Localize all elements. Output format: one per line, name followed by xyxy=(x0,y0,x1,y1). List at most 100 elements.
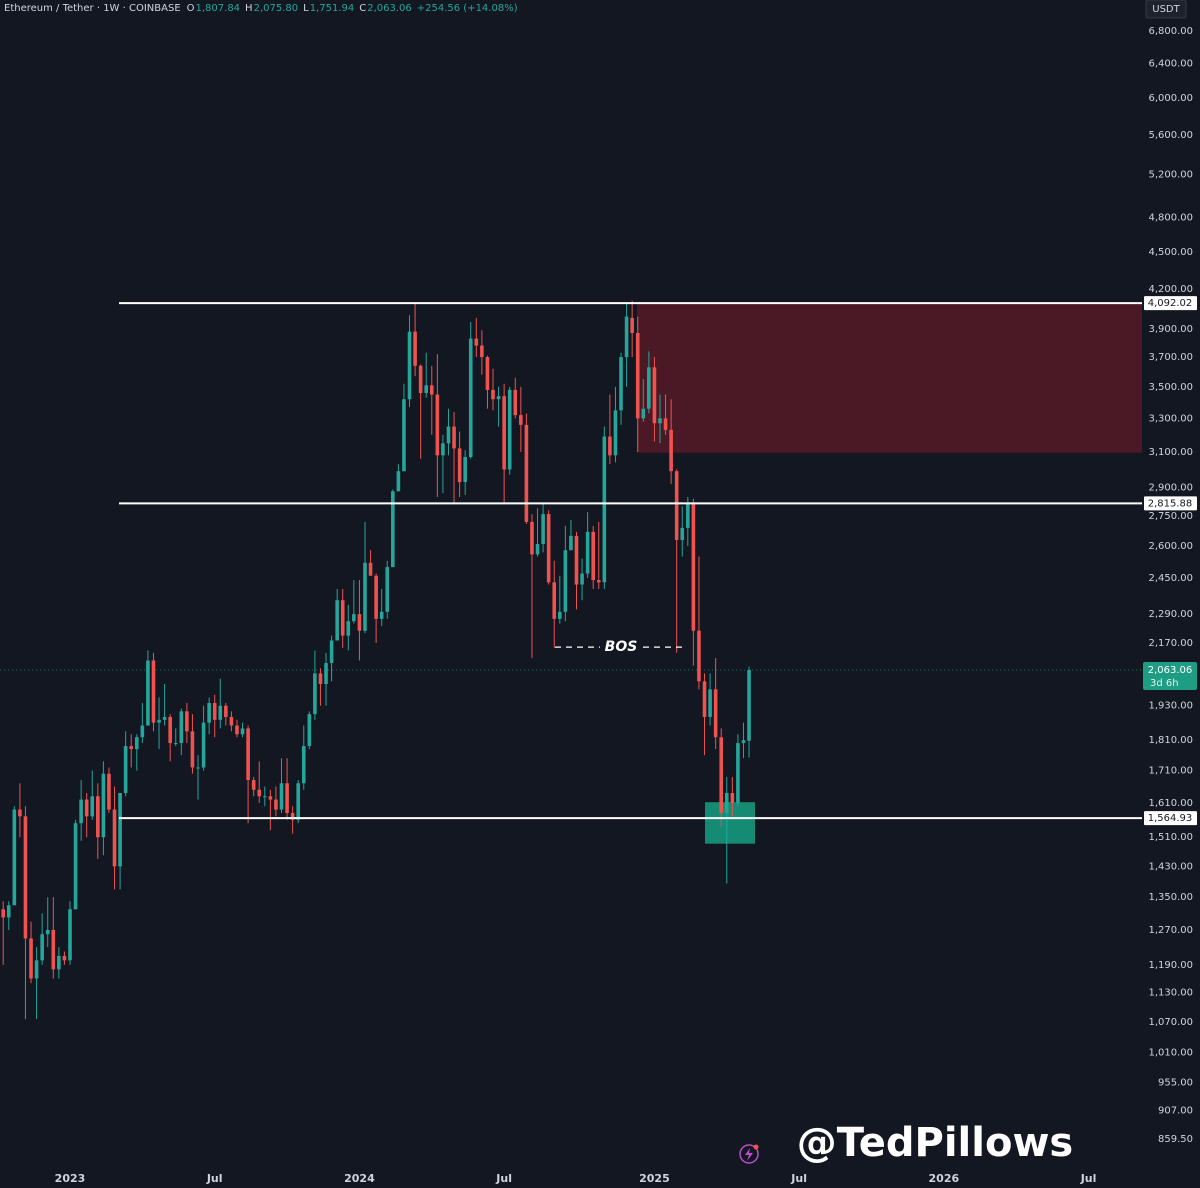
candle-body xyxy=(713,689,718,738)
y-tick-label: 2,750.00 xyxy=(1148,511,1193,522)
candle-body xyxy=(524,424,529,522)
candle-body xyxy=(502,396,506,470)
bos-label: BOS xyxy=(605,639,638,655)
candle-body xyxy=(162,716,167,720)
candle-body xyxy=(702,681,707,717)
candle-body xyxy=(307,714,312,747)
candle-body xyxy=(596,580,601,583)
candle-body xyxy=(580,573,584,585)
candle-body xyxy=(530,521,534,555)
icon-ring xyxy=(739,1144,759,1164)
candle-body xyxy=(541,514,545,545)
candle-body xyxy=(18,809,22,817)
y-tick-label: 2,900.00 xyxy=(1148,483,1193,494)
y-tick-label: 859.50 xyxy=(1158,1134,1193,1145)
y-tick-label: 4,800.00 xyxy=(1148,213,1193,224)
candle-body xyxy=(112,809,117,867)
y-tick-label: 1,190.00 xyxy=(1148,960,1193,971)
candle-body xyxy=(168,716,172,744)
candle-body xyxy=(185,711,189,732)
icon-bolt xyxy=(745,1148,753,1161)
ohlc-key: H xyxy=(245,3,253,14)
level-label: 4,092.02 xyxy=(1148,298,1193,309)
candle-body xyxy=(301,746,306,784)
candle-body xyxy=(51,929,56,970)
candle-body xyxy=(335,600,339,641)
candle-body xyxy=(619,357,623,411)
candle-body xyxy=(496,396,501,400)
candle-body xyxy=(68,909,72,961)
candle-body xyxy=(446,426,451,444)
ohlc-key: O xyxy=(187,3,195,14)
y-tick-label: 1,610.00 xyxy=(1148,798,1193,809)
last-price-label: 2,063.06 xyxy=(1148,665,1193,676)
x-tick-label: Jul xyxy=(495,1172,512,1185)
candle-body xyxy=(379,611,384,619)
level-label: 2,815.88 xyxy=(1148,498,1193,509)
candle-body xyxy=(641,408,646,419)
x-tick-label: Jul xyxy=(790,1172,807,1185)
y-tick-label: 907.00 xyxy=(1158,1105,1193,1116)
ohlc-value: 2,063.06 xyxy=(367,3,412,14)
countdown: 3d 6h xyxy=(1150,678,1179,689)
y-tick-label: 5,600.00 xyxy=(1148,130,1193,141)
candle-body xyxy=(402,399,406,472)
candle-body xyxy=(340,600,345,636)
candle-body xyxy=(268,796,273,800)
candle-body xyxy=(574,535,579,585)
candle-body xyxy=(374,575,378,619)
candle-body xyxy=(6,905,11,918)
candle-body xyxy=(468,338,473,458)
candle-body xyxy=(407,331,412,400)
last-price-box xyxy=(1143,662,1197,691)
candle-body xyxy=(513,389,518,416)
candle-body xyxy=(313,673,317,715)
ohlc-value: 1,751.94 xyxy=(310,3,355,14)
candle-body xyxy=(507,389,512,470)
candle-body xyxy=(602,436,607,583)
candle-body xyxy=(134,737,139,750)
currency: USDT xyxy=(1152,4,1180,15)
candle-body xyxy=(79,799,83,824)
x-tick-label: 2024 xyxy=(344,1172,375,1185)
y-tick-label: 1,810.00 xyxy=(1148,735,1193,746)
y-tick-label: 1,510.00 xyxy=(1148,832,1193,843)
candle-body xyxy=(246,728,250,781)
ohlc-value: 1,807.84 xyxy=(196,3,241,14)
candle-body xyxy=(224,705,228,717)
candle-body xyxy=(40,934,44,961)
candle-body xyxy=(569,535,573,551)
candle-body xyxy=(396,471,401,492)
candle-body xyxy=(257,789,262,797)
candle-body xyxy=(652,367,657,424)
currency-box xyxy=(1145,0,1187,19)
candle-body xyxy=(485,357,490,390)
candle-body xyxy=(563,550,568,612)
y-tick-label: 1,270.00 xyxy=(1148,925,1193,936)
candle-body xyxy=(235,725,239,735)
candle-body xyxy=(669,429,673,472)
candle-body xyxy=(57,955,61,970)
x-tick-label: Jul xyxy=(1080,1172,1097,1185)
candle-body xyxy=(140,725,145,738)
candle-body xyxy=(691,502,696,631)
candle-body xyxy=(747,670,751,741)
candle-body xyxy=(179,711,184,744)
x-tick-label: 2025 xyxy=(639,1172,670,1185)
candle-body xyxy=(535,544,540,555)
candle-body xyxy=(463,457,467,483)
candle-body xyxy=(591,531,595,581)
candle-body xyxy=(546,514,551,583)
candle-body xyxy=(34,960,39,979)
candle-body xyxy=(357,614,362,631)
ohlc-value: 2,075.80 xyxy=(254,3,299,14)
candle-body xyxy=(635,332,640,419)
candle-body xyxy=(296,783,300,820)
level-label: 1,564.93 xyxy=(1148,813,1193,824)
candle-body xyxy=(708,689,712,717)
candle-body xyxy=(229,716,234,726)
candle-body xyxy=(452,426,456,449)
candle-body xyxy=(435,394,440,456)
